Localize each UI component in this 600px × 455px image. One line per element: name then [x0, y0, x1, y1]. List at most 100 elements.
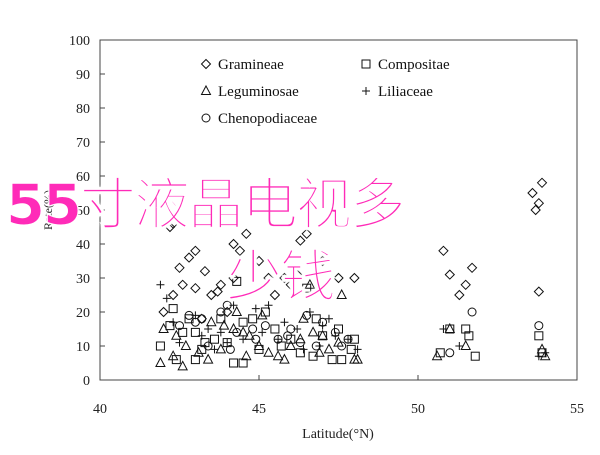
- plus-point: [274, 335, 283, 344]
- triangle-point: [180, 339, 192, 350]
- circle-point: [232, 327, 242, 337]
- triangle-point: [177, 360, 189, 371]
- diamond-point: [460, 279, 471, 291]
- circle-point: [302, 310, 312, 320]
- y-tick-label: 100: [69, 34, 90, 49]
- x-tick-label: 40: [93, 402, 107, 417]
- diamond-point: [241, 228, 252, 240]
- triangle-point: [431, 350, 443, 361]
- diamond-point: [533, 197, 545, 209]
- y-tick-label: 90: [76, 68, 90, 83]
- series-gramineae: [158, 177, 548, 325]
- triangle-point: [444, 322, 456, 333]
- circle-point: [283, 331, 293, 341]
- circle-point: [225, 344, 235, 354]
- triangle-point: [170, 329, 182, 340]
- diamond-point: [253, 255, 265, 267]
- plus-point: [239, 335, 248, 344]
- square-point: [190, 355, 200, 365]
- diamond-point: [536, 177, 548, 189]
- series-chenopodiaceae: [175, 300, 544, 358]
- x-tick-label: 45: [252, 402, 266, 417]
- circle-point: [467, 307, 477, 317]
- diamond-point: [167, 289, 179, 301]
- diamond-point: [333, 272, 344, 284]
- diamond-point: [438, 245, 449, 257]
- diamond-point: [530, 204, 541, 216]
- plus-point: [541, 348, 550, 357]
- legend-label: Liliaceae: [378, 84, 433, 100]
- diamond-point: [527, 187, 538, 199]
- x-tick-label: 50: [411, 402, 425, 417]
- circle-point: [311, 341, 321, 351]
- triangle-point: [460, 339, 472, 350]
- y-tick-label: 30: [76, 272, 90, 287]
- legend: Gramineae Compositae Leguminosae Liliaceae C…: [200, 57, 450, 127]
- triangle-point: [263, 346, 274, 357]
- diamond-point: [234, 245, 246, 257]
- triangle-point: [202, 353, 214, 364]
- square-point: [200, 338, 210, 348]
- plus-point: [251, 304, 260, 313]
- legend-label: Gramineae: [218, 57, 284, 73]
- square-point: [209, 334, 219, 344]
- plus-point: [344, 335, 353, 344]
- triangle-point: [205, 316, 217, 327]
- diamond-point: [291, 269, 303, 280]
- diamond-point: [183, 252, 195, 263]
- triangle-point: [336, 288, 348, 299]
- triangle-point: [539, 350, 551, 361]
- square-point: [334, 324, 343, 334]
- circle-point: [197, 314, 207, 324]
- diamond-point: [263, 272, 274, 284]
- watermark-line-2: 少钱: [226, 245, 337, 311]
- legend-marker-square: [361, 59, 371, 69]
- plus-point: [197, 331, 206, 340]
- circle-point: [295, 338, 305, 348]
- square-point: [232, 276, 242, 286]
- plus-point: [324, 314, 333, 323]
- diamond-point: [349, 272, 360, 284]
- diamond-point: [164, 221, 176, 233]
- triangle-point: [304, 278, 316, 289]
- x-tick-label: 55: [570, 402, 584, 417]
- square-point: [270, 324, 280, 334]
- plus-point: [210, 345, 219, 354]
- triangle-point: [279, 353, 290, 364]
- diamond-point: [454, 289, 465, 301]
- triangle-point: [314, 346, 325, 357]
- square-point: [238, 358, 248, 368]
- circle-point: [216, 307, 226, 317]
- circle-point: [330, 327, 340, 337]
- legend-marker-triangle: [200, 84, 212, 95]
- circle-point: [445, 348, 455, 358]
- y-axis-title: Rate(%): [41, 190, 55, 230]
- plus-point: [156, 280, 165, 289]
- data-points: [155, 177, 551, 371]
- diamond-point: [301, 228, 312, 240]
- plus-point: [169, 318, 178, 327]
- square-point: [229, 358, 239, 368]
- diamond-point: [533, 286, 545, 297]
- triangle-point: [285, 339, 297, 350]
- diamond-point: [199, 265, 211, 277]
- diamond-point: [158, 306, 169, 318]
- square-point: [216, 314, 226, 324]
- square-point: [327, 355, 337, 365]
- square-point: [190, 327, 200, 337]
- triangle-point: [231, 305, 243, 316]
- diamond-point: [190, 245, 201, 257]
- triangle-point: [193, 346, 204, 357]
- diamond-point: [190, 282, 201, 294]
- diamond-point: [206, 289, 217, 301]
- triangle-point: [352, 353, 363, 364]
- circle-point: [318, 317, 328, 327]
- plus-point: [175, 338, 184, 347]
- triangle-point: [307, 326, 319, 337]
- x-axis: 40 45 50 55: [93, 375, 584, 417]
- square-point: [464, 331, 474, 341]
- triangle-point: [253, 339, 265, 350]
- y-axis: 0 10 20 30 40 50 60 70 80 90 100: [69, 34, 105, 389]
- triangle-point: [158, 322, 169, 333]
- legend-label: Leguminosae: [218, 84, 299, 100]
